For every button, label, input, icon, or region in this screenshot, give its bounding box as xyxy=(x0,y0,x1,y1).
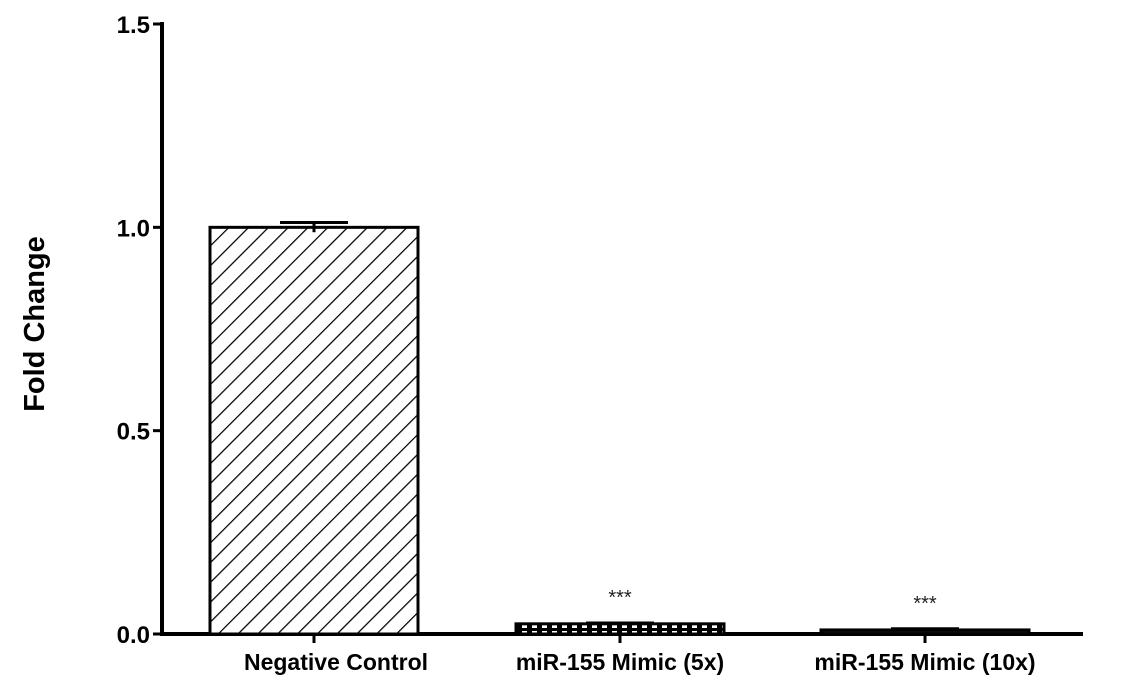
significance-annotation: *** xyxy=(608,587,632,609)
x-axis: Negative Control miR-155 Mimic (5x) miR-15… xyxy=(160,632,1083,675)
y-axis-title: Fold Change xyxy=(19,236,51,412)
y-tick-label: 0.0 xyxy=(117,622,150,649)
significance-annotation: *** xyxy=(913,593,937,615)
bar xyxy=(208,225,420,636)
y-tick-label: 1.0 xyxy=(117,215,150,242)
x-tick-label: Negative Control xyxy=(244,649,428,675)
x-tick-label: miR-155 Mimic (5x) xyxy=(516,649,724,675)
y-tick-label: 1.5 xyxy=(117,12,150,39)
bars: *** *** xyxy=(208,220,1031,636)
bar xyxy=(514,622,726,636)
x-tick-label: miR-155 Mimic (10x) xyxy=(814,649,1035,675)
y-axis: 0.0 0.5 1.0 1.5 xyxy=(117,12,164,649)
y-tick-label: 0.5 xyxy=(117,419,150,446)
